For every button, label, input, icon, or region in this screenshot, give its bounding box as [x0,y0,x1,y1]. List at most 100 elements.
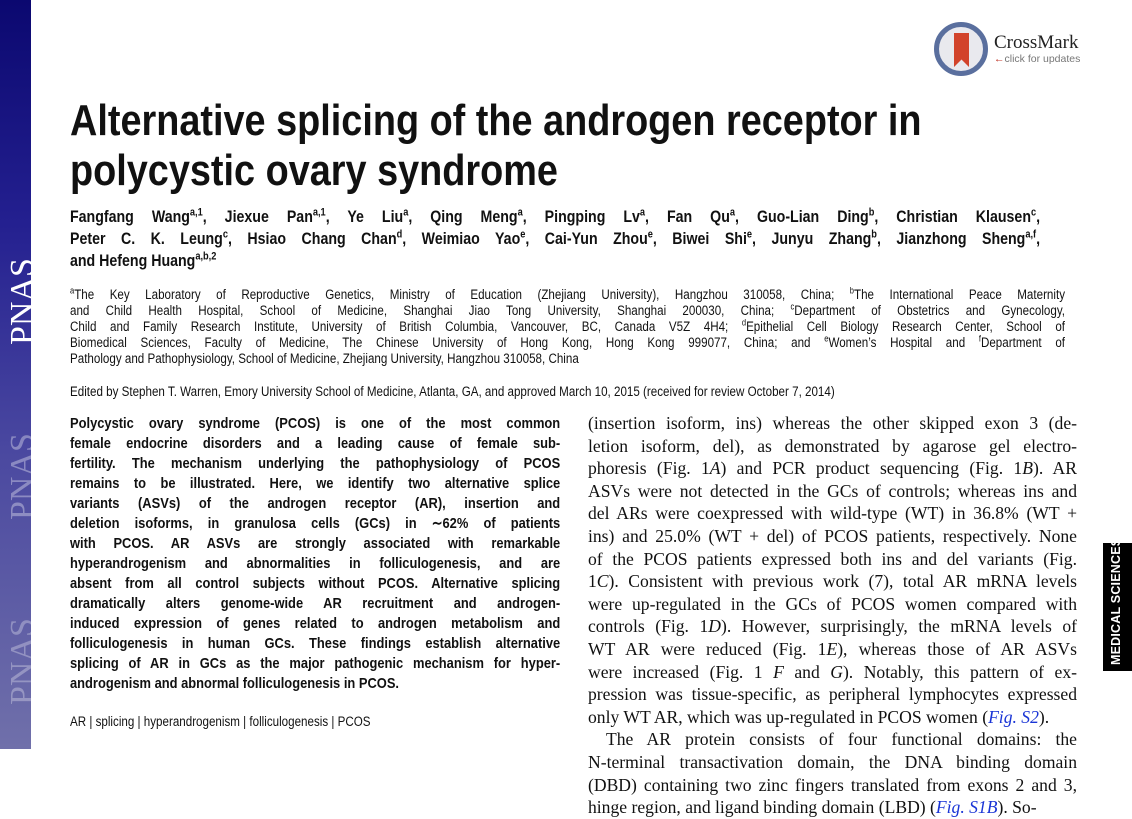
text-segment: Polycystic ovary syndrome (PCOS) is one … [70,415,561,432]
text-segment: , Biwei Shi [652,230,747,248]
text-segment: The AR protein consists of four function… [606,729,1077,750]
text-segment: , Ye Liu [325,208,404,226]
superscript: c [790,301,795,312]
pnas-sidebar-stripe: PNAS PNAS PNAS [0,0,31,749]
text-segment: ). Notably, this pattern of ex- [842,661,1077,682]
superscript: b [868,206,875,219]
body-line: WT AR were reduced (Fig. 1E), whereas th… [588,638,1077,661]
text-segment: Epithelial Cell Biology Research Center,… [746,319,1066,334]
abstract-line: androgenism and abnormal folliculogenesi… [70,674,560,694]
text-segment: ). [1038,706,1050,727]
text-segment: ins) and 25.0% (WT + del) of PCOS patien… [588,525,1077,546]
text-segment: ). So- [997,797,1037,818]
text-segment: Edited by Stephen T. Warren, Emory Unive… [70,384,835,399]
crossmark-subtitle: click for updates [1004,53,1081,65]
figure-link[interactable]: Fig. S1 [935,797,987,818]
edited-by: Edited by Stephen T. Warren, Emory Unive… [70,384,1132,400]
superscript: b [871,228,877,241]
superscript: a,1 [312,206,326,219]
text-segment: , Jianzhong Sheng [876,230,1026,248]
body-line: phoresis (Fig. 1A) and PCR product seque… [588,457,1077,480]
text-segment: and Child Health Hospital, School of Med… [70,303,791,318]
text-segment: The Key Laboratory of Reproductive Genet… [74,287,850,302]
text-segment: and Hefeng Huang [70,252,196,270]
text-segment: , Pingping Lv [522,208,640,226]
affiliations-line: Pathology and Pathophysiology, School of… [70,351,1065,367]
crossmark-icon [934,22,988,76]
text-segment: and [783,661,831,682]
text-segment: C [596,571,609,592]
text-segment: Peter C. K. Leung [70,230,223,248]
text-segment: remains to be illustrated. Here, we iden… [70,475,561,492]
superscript: d [396,228,403,241]
abstract-line: induced expression of genes related to a… [70,614,560,634]
text-segment: Department of [980,335,1066,350]
text-segment: ). Consistent with previous work (7), to… [608,571,1077,592]
title-line: Alternative splicing of the androgen rec… [70,96,964,146]
text-segment: , Fan Qu [645,208,730,226]
crossmark-badge[interactable]: CrossMark ←click for updates [934,22,1080,76]
body-line: (DBD) containing two zinc fingers transl… [588,774,1077,797]
text-segment: , Qing Meng [408,208,518,226]
body-line: pression was tissue-specific, as periphe… [588,683,1077,706]
text-segment: were increased (Fig. 1 [588,661,774,682]
body-line: 1C). Consistent with previous work (7), … [588,570,1077,593]
authors-line: Peter C. K. Leungc, Hsiao Chang Chand, W… [70,228,1040,250]
text-segment: androgenism and abnormal folliculogenesi… [70,675,400,692]
text-segment: ) and PCR product sequencing (Fig. 1 [720,458,1023,479]
text-segment: hinge region, and ligand binding domain … [588,797,936,818]
text-segment: The International Peace Maternity [853,287,1066,302]
text-segment: , Guo-Lian Ding [735,208,869,226]
text-segment: B [1022,458,1033,479]
superscript: a [639,206,646,219]
superscript: c [1030,206,1037,219]
superscript: a,b,2 [195,250,217,263]
body-line: only WT AR, which was up-regulated in PC… [588,706,1077,729]
text-segment: Women’s Hospital and [828,335,979,350]
text-segment: Child and Family Research Institute, Uni… [70,319,742,334]
text-segment: F [773,661,784,682]
abstract-line: splicing of AR in GCs as the major patho… [70,654,560,674]
body-line: letion isoform, del), as demonstrated by… [588,435,1077,458]
text-segment: phoresis (Fig. 1 [588,458,710,479]
superscript: e [824,333,829,344]
text-segment: absent from all control subjects without… [70,575,561,592]
abstract-line: dramatically alters genome-wide AR recru… [70,594,560,614]
text-segment: hyperandrogenism and abnormalities in fo… [70,555,561,572]
text-segment: , Cai-Yun Zhou [525,230,648,248]
superscript: a,f [1025,228,1037,241]
keywords: AR | splicing | hyperandrogenism | folli… [70,714,670,729]
text-segment: only WT AR, which was up-regulated in PC… [588,706,989,727]
superscript: a [517,206,523,219]
body-line: were increased (Fig. 1 F and G). Notably… [588,661,1077,684]
text-segment: ASVs were not detected in the GCs of con… [588,480,1077,501]
text-segment: , Junyu Zhang [752,230,872,248]
text-segment: , [1036,208,1041,226]
body-line: were up-regulated in the GCs of PCOS wom… [588,593,1077,616]
superscript: a [70,285,75,296]
text-segment: , Weimiao Yao [402,230,521,248]
crossmark-title: CrossMark [994,32,1079,53]
abstract-line: with PCOS. AR ASVs are strongly associat… [70,534,560,554]
body-text-column: (insertion isoform, ins) whereas the oth… [588,412,1077,819]
title-line: polycystic ovary syndrome [70,146,964,196]
text-segment: of the PCOS patients expressed both ins … [588,548,1077,569]
arrow-left-icon: ← [994,53,1005,65]
text-segment: controls (Fig. 1 [588,616,709,637]
text-segment: D [708,616,721,637]
text-segment: induced expression of genes related to a… [70,615,561,632]
text-segment: WT AR were reduced (Fig. 1 [588,638,827,659]
text-segment: A [709,458,721,479]
text-segment: G [830,661,843,682]
abstract-line: female endocrine disorders and a leading… [70,434,560,454]
text-segment: Department of Obstetrics and Gynecology, [794,303,1066,318]
figure-link[interactable]: Fig. S2 [988,706,1039,727]
superscript: e [647,228,653,241]
text-segment: ). AR [1032,458,1077,479]
text-segment: ), whereas those of AR ASVs [837,638,1077,659]
figure-link[interactable]: B [986,797,998,818]
section-tab: MEDICAL SCIENCES [1103,538,1132,671]
text-segment: Pathology and Pathophysiology, School of… [70,351,579,366]
superscript: a [729,206,736,219]
abstract-line: deletion isoforms, in granulosa cells (G… [70,514,560,534]
